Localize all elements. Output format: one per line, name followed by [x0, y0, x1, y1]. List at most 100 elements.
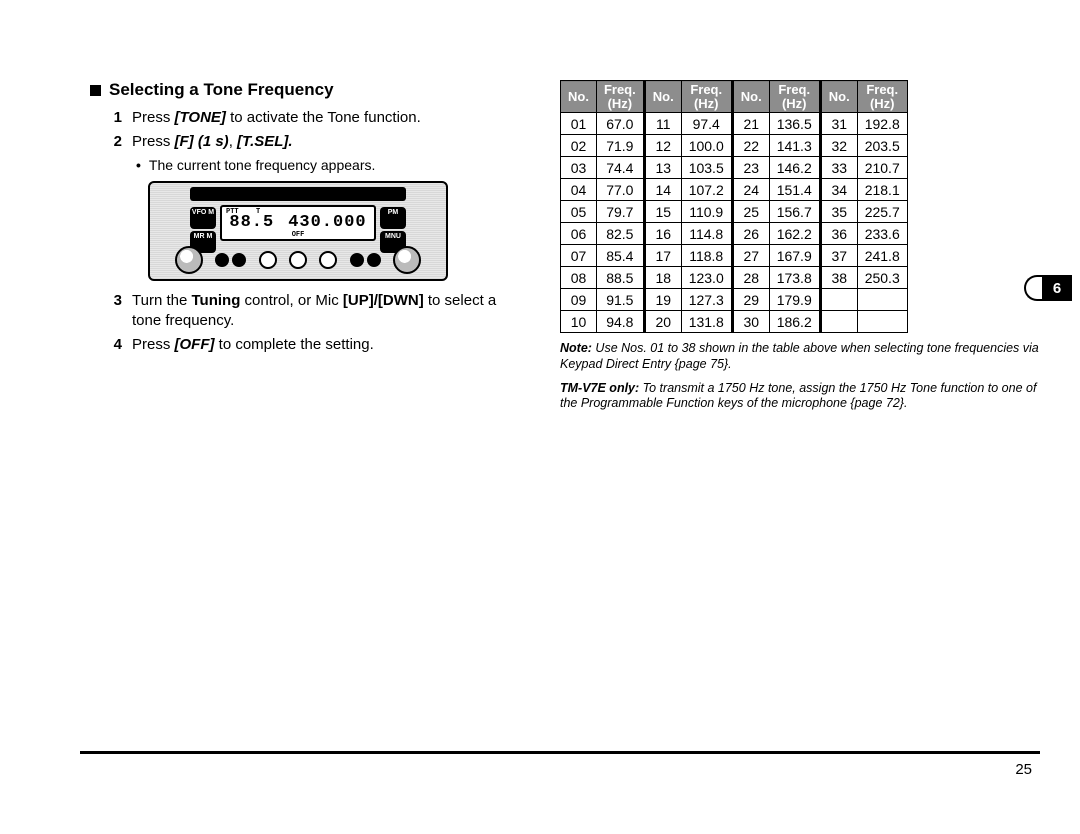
- control-label: Tuning: [191, 292, 240, 309]
- cell-no: 08: [561, 267, 597, 289]
- cell-no: [820, 289, 857, 311]
- device-button-icon: [350, 253, 364, 267]
- cell-freq: 218.1: [857, 179, 907, 201]
- step-1: 1 Press [TONE] to activate the Tone func…: [108, 108, 520, 128]
- cell-freq: 71.9: [596, 135, 644, 157]
- chapter-tab: 6: [1024, 275, 1072, 301]
- lcd-indicator: PTT: [226, 208, 239, 216]
- cell-no: 17: [644, 245, 681, 267]
- cell-no: 12: [644, 135, 681, 157]
- cell-no: 18: [644, 267, 681, 289]
- cell-no: 37: [820, 245, 857, 267]
- tuning-knob-icon: [175, 246, 203, 274]
- cell-freq: 141.3: [769, 135, 820, 157]
- col-no: No.: [561, 81, 597, 113]
- cell-no: 03: [561, 157, 597, 179]
- cell-freq: 77.0: [596, 179, 644, 201]
- cell-freq: 146.2: [769, 157, 820, 179]
- device-button-icon: [289, 251, 307, 269]
- cell-no: 07: [561, 245, 597, 267]
- cell-freq: 192.8: [857, 113, 907, 135]
- step-4: 4 Press [OFF] to complete the setting.: [108, 335, 520, 355]
- device-button-icon: [319, 251, 337, 269]
- cell-no: 33: [820, 157, 857, 179]
- section-title-text: Selecting a Tone Frequency: [109, 80, 334, 100]
- cell-no: 02: [561, 135, 597, 157]
- col-freq: Freq.(Hz): [769, 81, 820, 113]
- col-no: No.: [644, 81, 681, 113]
- cell-freq: 107.2: [681, 179, 732, 201]
- table-row: 1094.820131.830186.2: [561, 311, 908, 333]
- key-label: [F] (1 s): [175, 133, 229, 150]
- tab-arc-icon: [1024, 275, 1044, 301]
- cell-freq: 173.8: [769, 267, 820, 289]
- cell-no: 34: [820, 179, 857, 201]
- lcd-value-left: 88.5: [229, 213, 274, 232]
- cell-freq: 79.7: [596, 201, 644, 223]
- col-freq: Freq.(Hz): [596, 81, 644, 113]
- tone-frequency-table: No. Freq.(Hz) No. Freq.(Hz) No. Freq.(Hz…: [560, 80, 908, 333]
- cell-no: 01: [561, 113, 597, 135]
- cell-no: 28: [732, 267, 769, 289]
- cell-no: 24: [732, 179, 769, 201]
- cell-freq: 162.2: [769, 223, 820, 245]
- cell-no: 19: [644, 289, 681, 311]
- cell-freq: 127.3: [681, 289, 732, 311]
- note-2: TM-V7E only: To transmit a 1750 Hz tone,…: [560, 381, 1040, 412]
- cell-no: 10: [561, 311, 597, 333]
- step-text: Press: [132, 133, 175, 150]
- step-text: control, or Mic: [240, 292, 343, 309]
- cell-no: 09: [561, 289, 597, 311]
- cell-no: 32: [820, 135, 857, 157]
- cell-freq: 114.8: [681, 223, 732, 245]
- step-text: Turn the: [132, 292, 191, 309]
- step-text: Press: [132, 336, 175, 353]
- device-button-icon: [259, 251, 277, 269]
- cell-freq: [857, 311, 907, 333]
- table-row: 0991.519127.329179.9: [561, 289, 908, 311]
- cell-no: 31: [820, 113, 857, 135]
- device-button-icon: [215, 253, 229, 267]
- device-button-icon: [367, 253, 381, 267]
- section-title: Selecting a Tone Frequency: [90, 80, 520, 100]
- cell-freq: 91.5: [596, 289, 644, 311]
- footer-rule: [80, 751, 1040, 754]
- cell-freq: 82.5: [596, 223, 644, 245]
- cell-no: 05: [561, 201, 597, 223]
- cell-no: 16: [644, 223, 681, 245]
- lcd-indicator: OFF: [292, 231, 305, 239]
- lcd-value-right: 430.000: [288, 213, 366, 232]
- table-row: 0682.516114.826162.236233.6: [561, 223, 908, 245]
- step-text: to complete the setting.: [215, 336, 374, 353]
- key-label: [TONE]: [175, 109, 226, 126]
- cell-freq: 136.5: [769, 113, 820, 135]
- note-text: Use Nos. 01 to 38 shown in the table abo…: [560, 341, 1039, 371]
- device-button-icon: [232, 253, 246, 267]
- cell-no: 13: [644, 157, 681, 179]
- substep-text: The current tone frequency appears.: [149, 157, 375, 173]
- step-2-sub: • The current tone frequency appears.: [108, 157, 520, 173]
- cell-freq: [857, 289, 907, 311]
- chapter-number: 6: [1042, 275, 1072, 301]
- table-row: 0579.715110.925156.735225.7: [561, 201, 908, 223]
- cell-freq: 74.4: [596, 157, 644, 179]
- cell-freq: 131.8: [681, 311, 732, 333]
- step-text: Press: [132, 109, 175, 126]
- cell-freq: 210.7: [857, 157, 907, 179]
- cell-no: 04: [561, 179, 597, 201]
- key-label: [OFF]: [175, 336, 215, 353]
- cell-no: 36: [820, 223, 857, 245]
- col-no: No.: [820, 81, 857, 113]
- note-label: TM-V7E only:: [560, 381, 639, 395]
- cell-freq: 179.9: [769, 289, 820, 311]
- cell-freq: 225.7: [857, 201, 907, 223]
- cell-freq: 100.0: [681, 135, 732, 157]
- table-row: 0271.912100.022141.332203.5: [561, 135, 908, 157]
- cell-no: 38: [820, 267, 857, 289]
- cell-no: 23: [732, 157, 769, 179]
- table-header-row: No. Freq.(Hz) No. Freq.(Hz) No. Freq.(Hz…: [561, 81, 908, 113]
- step-number: 1: [108, 108, 122, 128]
- table-row: 0888.518123.028173.838250.3: [561, 267, 908, 289]
- cell-freq: 167.9: [769, 245, 820, 267]
- square-bullet-icon: [90, 85, 101, 96]
